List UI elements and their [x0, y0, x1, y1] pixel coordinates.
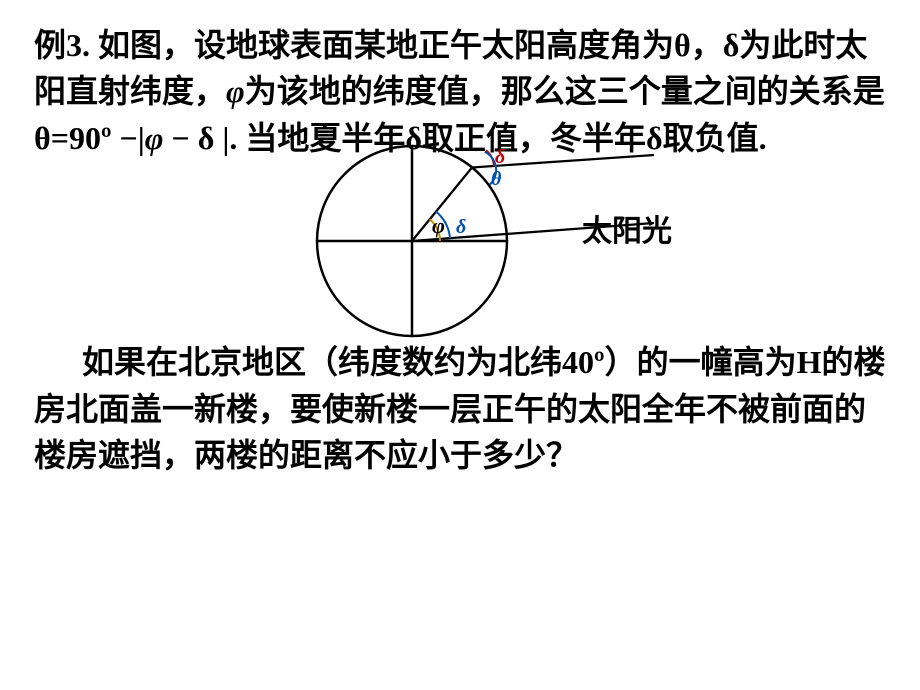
label-theta: θ	[491, 168, 502, 190]
label-delta-top: δ	[495, 146, 505, 168]
diagram-svg: φ δ θ δ	[34, 111, 920, 341]
phi-symbol: φ	[226, 73, 245, 109]
sunlight-label: 太阳光	[582, 206, 672, 250]
earth-diagram: φ δ θ δ 太阳光	[34, 111, 886, 331]
label-phi: φ	[432, 213, 445, 238]
label-delta-bottom: δ	[456, 216, 466, 238]
question-text: 如果在北京地区（纬度数约为北纬40º）的一幢高为H的楼房北面盖一新楼，要使新楼一…	[34, 339, 886, 478]
